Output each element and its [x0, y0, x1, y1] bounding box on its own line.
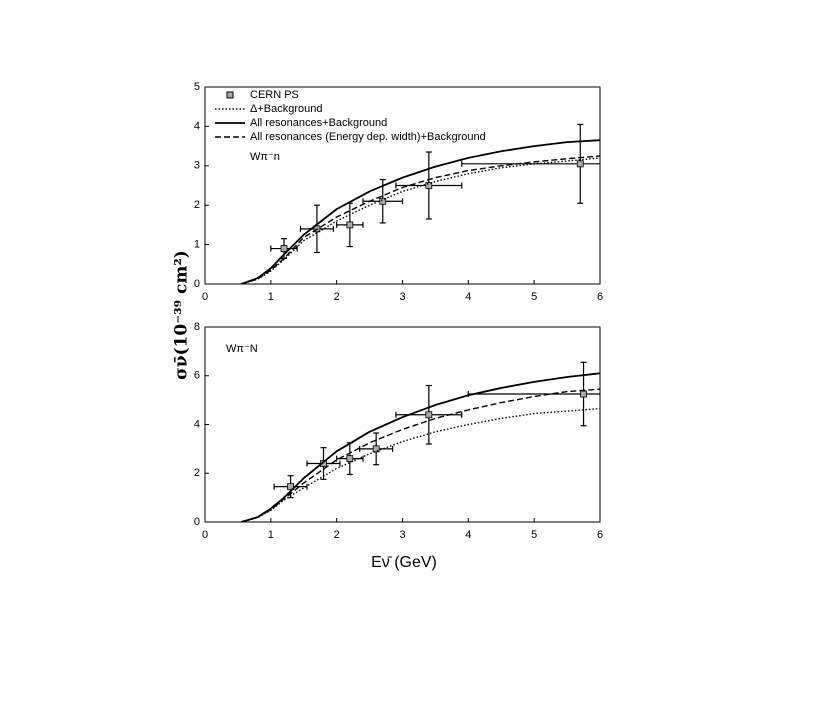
- legend-label: CERN PS: [250, 89, 299, 101]
- data-point: [580, 390, 587, 398]
- curve: [241, 388, 600, 522]
- y-tick-label: 2: [194, 467, 200, 479]
- data-point: [287, 483, 294, 491]
- legend-label: All resonances+Background: [250, 117, 387, 129]
- y-tick-label: 3: [194, 160, 200, 172]
- x-tick-label: 1: [268, 529, 274, 541]
- plot-area: [240, 361, 600, 522]
- legend-marker: [226, 91, 234, 99]
- legend-label: Δ+Background: [250, 103, 322, 115]
- legend-label: All resonances (Energy dep. width)+Backg…: [250, 131, 486, 143]
- x-tick-label: 3: [399, 529, 405, 541]
- data-point: [372, 445, 380, 453]
- x-tick-label: 5: [531, 529, 537, 541]
- data-point: [379, 197, 387, 205]
- annotation: Wπ⁻N: [226, 343, 258, 355]
- curve: [240, 372, 600, 522]
- y-tick-label: 6: [194, 370, 200, 382]
- y-tick-label: 8: [194, 321, 200, 333]
- x-tick-label: 0: [202, 529, 208, 541]
- x-axis-label: Eν̄ (GeV): [371, 554, 437, 571]
- data-point: [346, 455, 354, 463]
- x-tick-label: 4: [465, 291, 471, 303]
- y-tick-label: 4: [194, 120, 200, 132]
- x-tick-label: 2: [334, 529, 340, 541]
- x-tick-label: 2: [334, 291, 340, 303]
- curve: [241, 157, 600, 284]
- y-tick-label: 0: [194, 278, 200, 290]
- y-axis-label: σν̄(10⁻³⁹ cm²): [172, 250, 192, 380]
- y-tick-label: 2: [194, 199, 200, 211]
- curve: [240, 139, 600, 284]
- x-tick-label: 5: [531, 291, 537, 303]
- plot-frame: [204, 326, 601, 523]
- data-point: [576, 160, 584, 168]
- data-point: [346, 221, 354, 229]
- curve: [241, 155, 600, 284]
- plot-area: [240, 123, 600, 284]
- y-tick-label: 0: [194, 516, 200, 528]
- data-point: [280, 245, 288, 252]
- y-tick-label: 5: [194, 81, 200, 93]
- x-tick-label: 0: [202, 291, 208, 303]
- x-tick-label: 1: [268, 291, 274, 303]
- x-tick-label: 4: [465, 529, 471, 541]
- x-tick-label: 6: [597, 529, 603, 541]
- y-tick-label: 1: [194, 239, 200, 251]
- data-point: [425, 411, 433, 419]
- y-tick-label: 4: [194, 418, 200, 430]
- x-tick-label: 3: [399, 291, 405, 303]
- data-point: [425, 182, 433, 189]
- annotation: Wπ⁻n: [250, 151, 280, 163]
- x-tick-label: 6: [597, 291, 603, 303]
- curve: [241, 407, 600, 522]
